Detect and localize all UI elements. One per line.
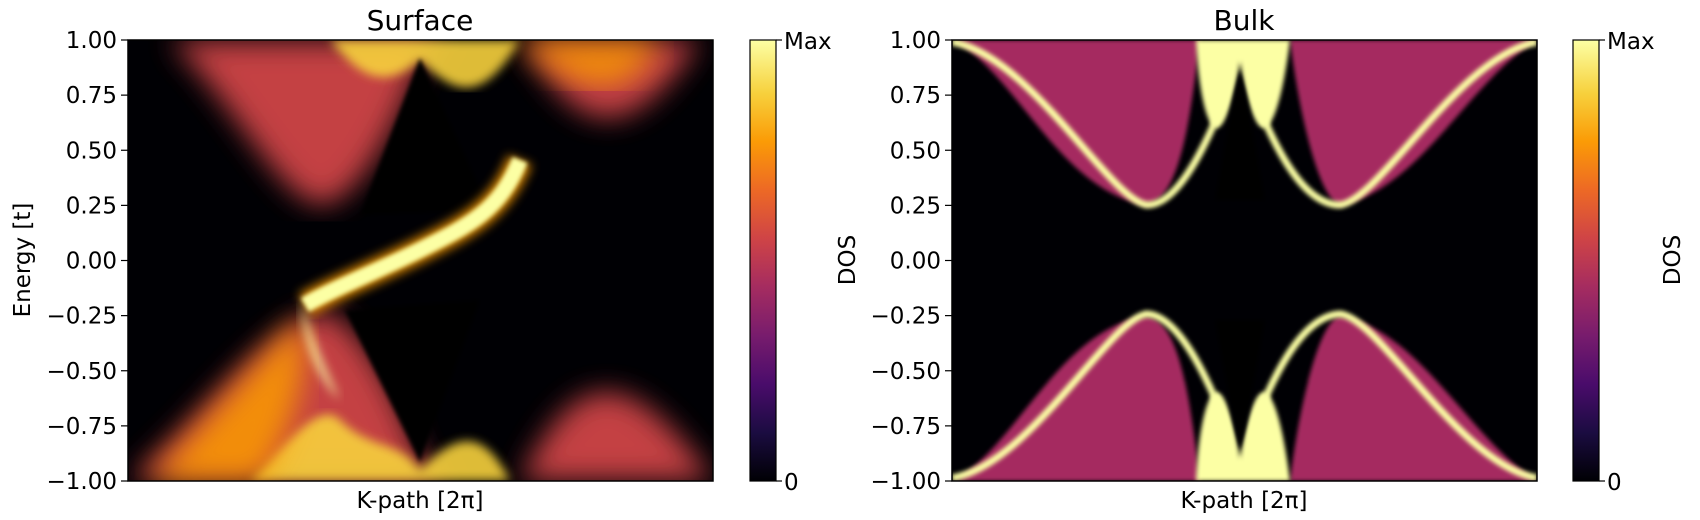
bulk-colorbar: Max 0 DOS bbox=[1572, 29, 1686, 496]
surface-lower-left-lobe bbox=[150, 320, 304, 481]
bulk-ytick-label: −1.00 bbox=[871, 469, 941, 495]
surface-y-axis: 1.00 0.75 0.50 0.25 0.00 −0.25 −0.50 −0.75 −1.00 bbox=[47, 28, 128, 495]
bulk-lower-band-edge bbox=[952, 310, 1537, 481]
surface-ytick-label: −0.50 bbox=[47, 359, 117, 385]
surface-colorbar-zero-label: 0 bbox=[784, 470, 799, 496]
bulk-panel: Bulk 1.000.750.500.250.00−0.25−0 bbox=[871, 4, 1686, 514]
surface-colorbar-max-label: Max bbox=[784, 29, 832, 55]
surface-upper-right-wing bbox=[520, 40, 660, 87]
surface-state-band bbox=[300, 156, 528, 312]
bulk-upper-band-edge bbox=[952, 40, 1537, 209]
bulk-heatmap bbox=[952, 40, 1537, 481]
bulk-y-axis: 1.00 0.75 0.50 0.25 0.00 −0.25 −0.50 −0.75 −1.00 bbox=[871, 28, 952, 495]
bulk-ytick-label: −0.50 bbox=[871, 359, 941, 385]
bulk-colorbar-label: DOS bbox=[1660, 235, 1686, 285]
bulk-ytick-label: 0.25 bbox=[890, 193, 941, 219]
bulk-ytick-label: 0.75 bbox=[890, 83, 941, 109]
bulk-colorbar-gradient bbox=[1572, 39, 1600, 482]
bulk-ytick-label: −0.75 bbox=[871, 414, 941, 440]
bulk-gap bbox=[952, 215, 1537, 305]
surface-upper-bright bbox=[330, 40, 520, 88]
surface-ytick-label: −0.25 bbox=[47, 304, 117, 330]
surface-ytick-label: −0.75 bbox=[47, 414, 117, 440]
bulk-ytick-label: −0.25 bbox=[871, 304, 941, 330]
bulk-upper-right-lobe bbox=[1290, 40, 1537, 205]
bulk-ytick-label: 0.50 bbox=[890, 138, 941, 164]
surface-upper-continuum bbox=[170, 40, 700, 205]
surface-ytick-label: 1.00 bbox=[66, 28, 117, 54]
bulk-title: Bulk bbox=[1214, 4, 1276, 37]
surface-heatmap bbox=[128, 40, 713, 481]
surface-colorbar-label: DOS bbox=[835, 235, 861, 285]
bulk-colorbar-max-label: Max bbox=[1607, 29, 1655, 55]
surface-colorbar-gradient bbox=[749, 39, 777, 482]
bulk-xlabel: K-path [2π] bbox=[1181, 488, 1308, 514]
bulk-ytick-label: 1.00 bbox=[890, 28, 941, 54]
surface-ytick-label: 0.75 bbox=[66, 83, 117, 109]
bulk-ytick-label: 0.00 bbox=[890, 249, 941, 275]
surface-xlabel: K-path [2π] bbox=[357, 488, 484, 514]
surface-upper-dark-wedge bbox=[360, 58, 490, 215]
surface-ytick-label: 0.00 bbox=[66, 249, 117, 275]
bulk-lower-dark-wedge bbox=[1215, 320, 1265, 458]
surface-lower-bright bbox=[250, 414, 510, 481]
surface-ytick-label: 0.25 bbox=[66, 193, 117, 219]
surface-ytick-label: 0.50 bbox=[66, 138, 117, 164]
surface-panel: Surface 1.00 0.75 0.50 0.25 0.00 −0.25 −0.50 −0… bbox=[10, 4, 861, 514]
surface-ytick-label: −1.00 bbox=[47, 469, 117, 495]
surface-ylabel: Energy [t] bbox=[10, 203, 36, 318]
surface-title: Surface bbox=[367, 4, 474, 37]
bulk-colorbar-zero-label: 0 bbox=[1607, 470, 1622, 496]
bulk-upper-dark-wedge bbox=[1215, 62, 1265, 200]
surface-lower-dark-wedge bbox=[345, 300, 480, 462]
surface-colorbar: Max 0 DOS bbox=[749, 29, 861, 496]
